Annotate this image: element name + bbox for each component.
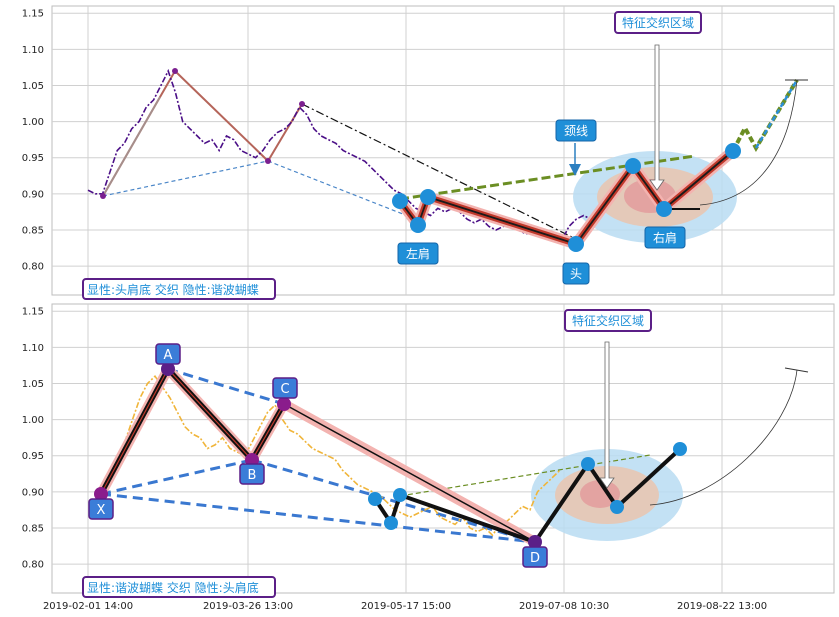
top-neckline <box>399 154 696 201</box>
bottom-bd <box>251 458 536 544</box>
bottom-node-4 <box>581 457 595 471</box>
label-a-box <box>155 343 181 365</box>
top-point-x <box>100 193 106 199</box>
bottom-cd <box>283 403 536 543</box>
y-tick-label: 0.85 <box>22 225 44 236</box>
bottom-node-3 <box>393 488 407 502</box>
x-tick-label: 2019-02-01 14:00 <box>43 601 133 612</box>
top-guide-x-b <box>102 160 269 197</box>
bottom-xd <box>100 492 536 544</box>
top-node-ls3 <box>420 189 436 205</box>
top-zone-label: 特征交织区域 <box>622 15 694 30</box>
head-label-box <box>562 262 590 285</box>
y-tick-label: 1.00 <box>22 415 44 426</box>
y-tick-label: 0.80 <box>22 262 44 273</box>
top-point-b <box>265 158 271 164</box>
top-projection-green <box>731 78 799 153</box>
top-panel: 0.80 0.85 0.90 0.95 1.00 1.05 1.10 1.15 <box>22 5 835 300</box>
bottom-caption-box <box>82 576 276 598</box>
bottom-caption: 显性:谐波蝴蝶 交织 隐性:头肩底 <box>87 580 259 595</box>
bottom-zone-label-box <box>564 309 652 332</box>
y-tick-label: 1.10 <box>22 45 44 56</box>
bottom-butterfly-red <box>100 368 285 495</box>
bottom-xb <box>100 458 253 496</box>
top-caption-box <box>82 278 276 300</box>
y-tick-label: 0.90 <box>22 487 44 498</box>
top-point-a <box>172 68 178 74</box>
label-d: D <box>530 551 540 566</box>
bottom-node-2 <box>384 516 398 530</box>
top-node-rs1 <box>625 158 641 174</box>
label-x-box <box>88 498 114 520</box>
neckline-label-box <box>555 119 597 142</box>
right-shoulder-label: 右肩 <box>653 230 677 245</box>
y-tick-label: 1.15 <box>22 9 44 20</box>
top-curve-arrow <box>699 79 798 206</box>
top-guide-b-d <box>267 160 419 221</box>
label-c-box <box>272 377 298 399</box>
label-b: B <box>248 468 257 483</box>
top-zone-arrow <box>649 44 665 191</box>
bottom-panel: 0.80 0.85 0.90 0.95 1.00 1.05 1.10 1.15 2019-02… <box>22 303 835 612</box>
x-tick-label: 2019-05-17 15:00 <box>361 601 451 612</box>
top-caption: 显性:头肩底 交织 隐性:谐波蝴蝶 <box>87 282 259 297</box>
y-tick-label: 1.15 <box>22 307 44 318</box>
bottom-zone-inner <box>580 480 620 508</box>
top-node-ls2 <box>410 217 426 233</box>
bottom-x-ticks: 2019-02-01 14:00 2019-03-26 13:00 2019-05-… <box>43 601 767 612</box>
label-b-box <box>239 463 265 485</box>
top-node-ls1 <box>392 193 408 209</box>
top-dashdot-line <box>301 103 579 241</box>
label-d-box <box>522 546 548 568</box>
top-projection-blue <box>754 79 799 149</box>
y-tick-label: 1.10 <box>22 343 44 354</box>
bottom-zone-arrow <box>599 341 615 489</box>
head-label: 头 <box>570 267 582 281</box>
bottom-ac <box>167 367 285 406</box>
top-plot-area <box>51 5 835 296</box>
bottom-point-x <box>94 487 108 501</box>
top-node-rs3 <box>725 143 741 159</box>
bottom-node-5 <box>610 500 624 514</box>
y-tick-label: 0.85 <box>22 523 44 534</box>
x-tick-label: 2019-07-08 10:30 <box>519 601 609 612</box>
label-x: X <box>97 503 106 518</box>
bottom-point-c <box>277 397 291 411</box>
bottom-point-d <box>528 535 542 549</box>
top-zone-label-box <box>614 11 702 34</box>
x-tick-label: 2019-08-22 13:00 <box>677 601 767 612</box>
bottom-node-6 <box>673 442 687 456</box>
bottom-curve-end <box>784 367 809 373</box>
bottom-zone-label: 特征交织区域 <box>572 313 644 328</box>
bottom-price-series <box>94 374 561 537</box>
bottom-node-1 <box>368 492 382 506</box>
top-node-head <box>568 236 584 252</box>
bottom-y-ticks: 0.80 0.85 0.90 0.95 1.00 1.05 1.10 1.15 <box>22 307 44 571</box>
bottom-point-a <box>161 362 175 376</box>
top-grid <box>52 6 834 295</box>
y-tick-label: 0.90 <box>22 189 44 200</box>
label-a: A <box>164 348 173 363</box>
bottom-plot-area <box>51 303 835 594</box>
top-point-c <box>299 101 305 107</box>
top-y-ticks: 0.80 0.85 0.90 0.95 1.00 1.05 1.10 1.15 <box>22 9 44 273</box>
top-harmonic-shadow <box>102 96 161 197</box>
neckline-label: 颈线 <box>564 124 588 138</box>
right-shoulder-label-box <box>644 226 686 249</box>
y-tick-label: 0.80 <box>22 560 44 571</box>
left-shoulder-label: 左肩 <box>406 246 430 261</box>
left-shoulder-label-box <box>397 242 439 265</box>
bottom-curve-arrow <box>649 369 798 506</box>
y-tick-label: 0.95 <box>22 451 44 462</box>
y-tick-label: 1.05 <box>22 81 44 92</box>
x-tick-label: 2019-03-26 13:00 <box>203 601 293 612</box>
bottom-grid <box>52 304 834 593</box>
label-c: C <box>280 382 289 397</box>
y-tick-label: 0.95 <box>22 153 44 164</box>
y-tick-label: 1.05 <box>22 379 44 390</box>
top-node-rs2 <box>656 201 672 217</box>
y-tick-label: 1.00 <box>22 117 44 128</box>
